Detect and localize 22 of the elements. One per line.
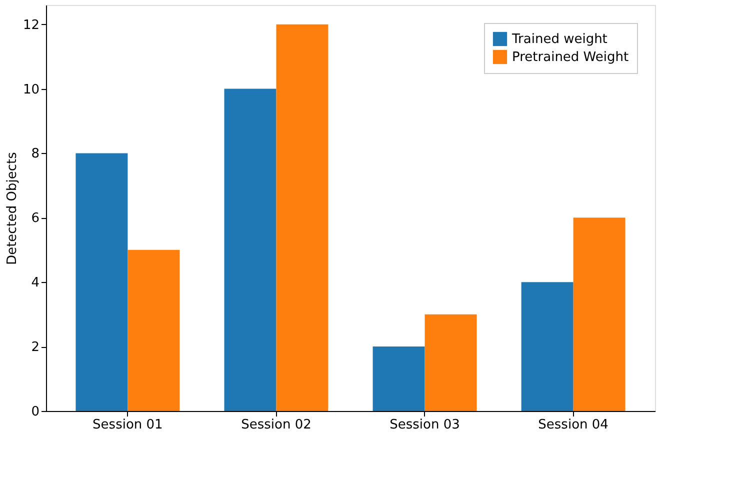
y-tick-label: 10	[22, 82, 40, 98]
bar	[424, 314, 477, 411]
legend-label: Pretrained Weight	[512, 50, 629, 65]
y-tick-label: 4	[31, 276, 40, 291]
x-tick-label: Session 03	[390, 418, 460, 432]
y-tick-label: 2	[31, 340, 40, 356]
bar	[224, 88, 276, 411]
y-tick-label: 0	[31, 404, 40, 420]
y-tick-label: 6	[31, 211, 40, 226]
y-tick-label: 12	[22, 18, 40, 33]
x-tick-label: Session 02	[241, 418, 312, 432]
x-tick-label: Session 01	[92, 418, 163, 432]
bar	[76, 153, 128, 411]
bar	[573, 218, 626, 411]
bar	[521, 282, 574, 411]
y-axis-title: Detected Objects	[4, 152, 20, 265]
bar	[128, 250, 180, 411]
x-tick-label: Session 04	[538, 418, 608, 432]
y-tick-label: 8	[31, 146, 40, 162]
legend-label: Trained weight	[511, 32, 608, 47]
bar	[276, 24, 328, 411]
bar	[372, 346, 425, 411]
